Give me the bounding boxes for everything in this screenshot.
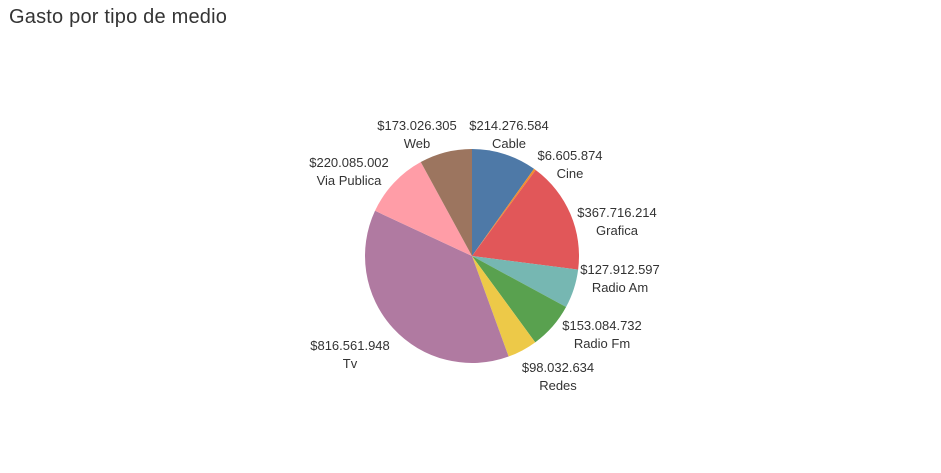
pie-slice-radio-fm[interactable] xyxy=(472,256,567,343)
pie-slice-redes[interactable] xyxy=(472,256,536,357)
pie-slice-via-publica[interactable] xyxy=(375,162,472,256)
pie-slice-cable[interactable] xyxy=(472,149,535,256)
pie-slice-grafica[interactable] xyxy=(472,170,580,270)
pie-slice-radio-am[interactable] xyxy=(472,256,579,308)
pie-slice-tv[interactable] xyxy=(365,210,509,363)
chart-title: Gasto por tipo de medio xyxy=(9,6,228,28)
pie-slice-cine[interactable] xyxy=(472,168,536,256)
pie-slice-web[interactable] xyxy=(420,149,472,256)
